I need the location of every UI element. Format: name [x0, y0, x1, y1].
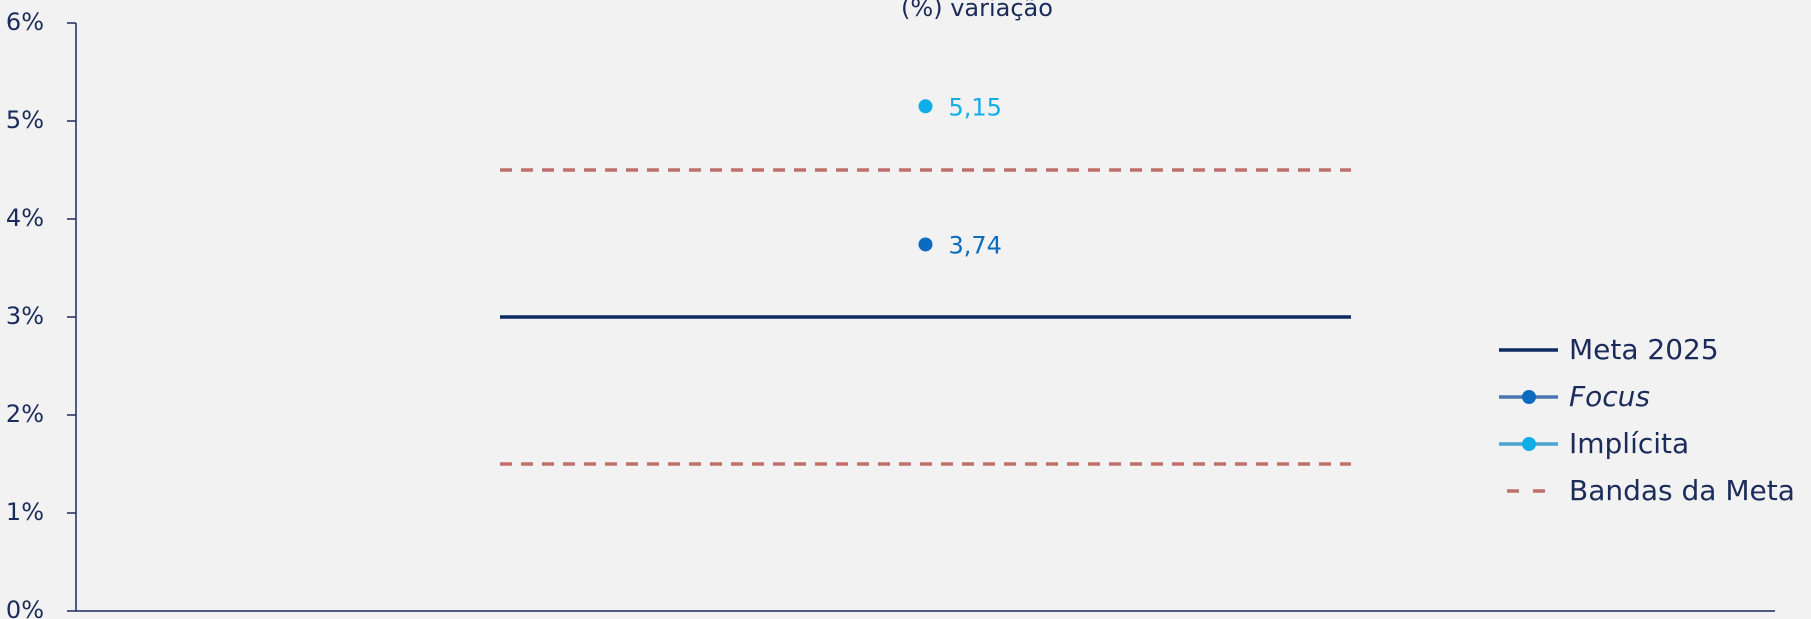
y-tick-label: 3%	[6, 302, 44, 330]
data-label: 5,15	[949, 93, 1002, 121]
point	[918, 237, 933, 252]
legend-label: Focus	[1569, 380, 1650, 413]
legend-label: Implícita	[1569, 427, 1689, 460]
legend-label: Meta 2025	[1569, 333, 1719, 366]
legend-marker	[1522, 390, 1536, 404]
data-label: 3,74	[949, 231, 1002, 259]
point	[918, 99, 933, 114]
y-tick-label: 0%	[6, 596, 44, 619]
y-tick-label: 6%	[6, 8, 44, 36]
y-tick-label: 4%	[6, 204, 44, 232]
y-tick-label: 1%	[6, 498, 44, 526]
legend-marker	[1522, 437, 1536, 451]
y-tick-label: 5%	[6, 106, 44, 134]
chart-title: (%) variação	[901, 0, 1053, 22]
legend-label: Bandas da Meta	[1569, 474, 1795, 507]
y-tick-label: 2%	[6, 400, 44, 428]
